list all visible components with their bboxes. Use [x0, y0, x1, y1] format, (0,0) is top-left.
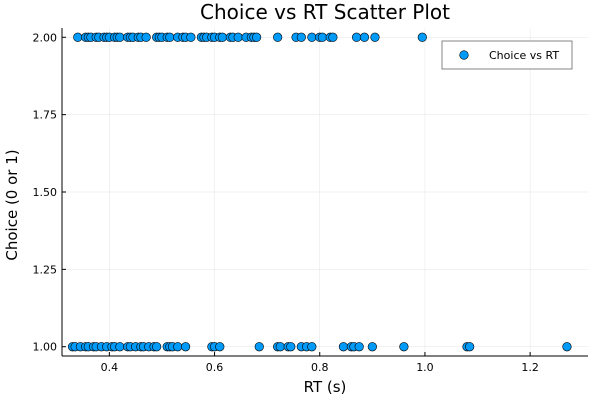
y-tick-label: 1.75: [33, 109, 58, 122]
scatter-point: [186, 32, 196, 42]
scatter-point: [370, 32, 380, 42]
x-axis-ticks: 0.4 0.6 0.8 1.0 1.2: [101, 352, 539, 374]
scatter-point: [367, 342, 377, 352]
x-tick-label: 1.0: [416, 361, 434, 374]
x-tick-label: 1.2: [521, 361, 539, 374]
scatter-point: [254, 342, 264, 352]
scatter-point: [317, 32, 327, 42]
y-tick-label: 2.00: [33, 31, 58, 44]
scatter-point: [399, 342, 409, 352]
scatter-point: [307, 342, 317, 352]
legend-label: Choice vs RT: [489, 49, 559, 62]
scatter-point: [217, 32, 228, 42]
scatter-point: [307, 32, 317, 42]
scatter-point: [328, 32, 338, 42]
y-tick-label: 1.00: [33, 341, 58, 354]
scatter-point: [338, 342, 349, 352]
scatter-point: [275, 342, 285, 352]
x-axis-label: RT (s): [304, 378, 347, 396]
scatter-point: [286, 342, 296, 352]
y-axis-label: Choice (0 or 1): [3, 149, 21, 260]
y-axis-ticks: 1.00 1.25 1.50 1.75 2.00: [33, 31, 66, 354]
scatter-point: [562, 342, 572, 352]
scatter-point: [273, 32, 283, 42]
legend-marker: [459, 50, 469, 60]
scatter-point: [181, 342, 191, 352]
x-tick-label: 0.8: [311, 361, 329, 374]
scatter-point: [165, 32, 175, 42]
scatter-point: [252, 32, 262, 42]
scatter-point: [141, 32, 151, 42]
scatter-point: [296, 32, 306, 42]
scatter-point: [417, 32, 427, 42]
scatter-point: [215, 342, 225, 352]
scatter-point: [115, 32, 125, 42]
scatter-point: [351, 32, 362, 42]
scatter-point: [152, 342, 162, 352]
scatter-point: [465, 342, 475, 352]
chart-title: Choice vs RT Scatter Plot: [200, 0, 450, 24]
x-tick-label: 0.6: [206, 361, 224, 374]
legend: Choice vs RT: [441, 40, 573, 70]
y-tick-label: 1.25: [33, 263, 58, 276]
scatter-point: [233, 32, 243, 42]
scatter-point: [73, 32, 83, 42]
x-tick-label: 0.4: [101, 361, 119, 374]
scatter-point: [354, 342, 364, 352]
scatter-points: [67, 32, 572, 352]
scatter-point: [173, 342, 183, 352]
y-tick-label: 1.50: [33, 186, 58, 199]
scatter-point: [359, 32, 370, 42]
scatter-point: [115, 342, 125, 352]
